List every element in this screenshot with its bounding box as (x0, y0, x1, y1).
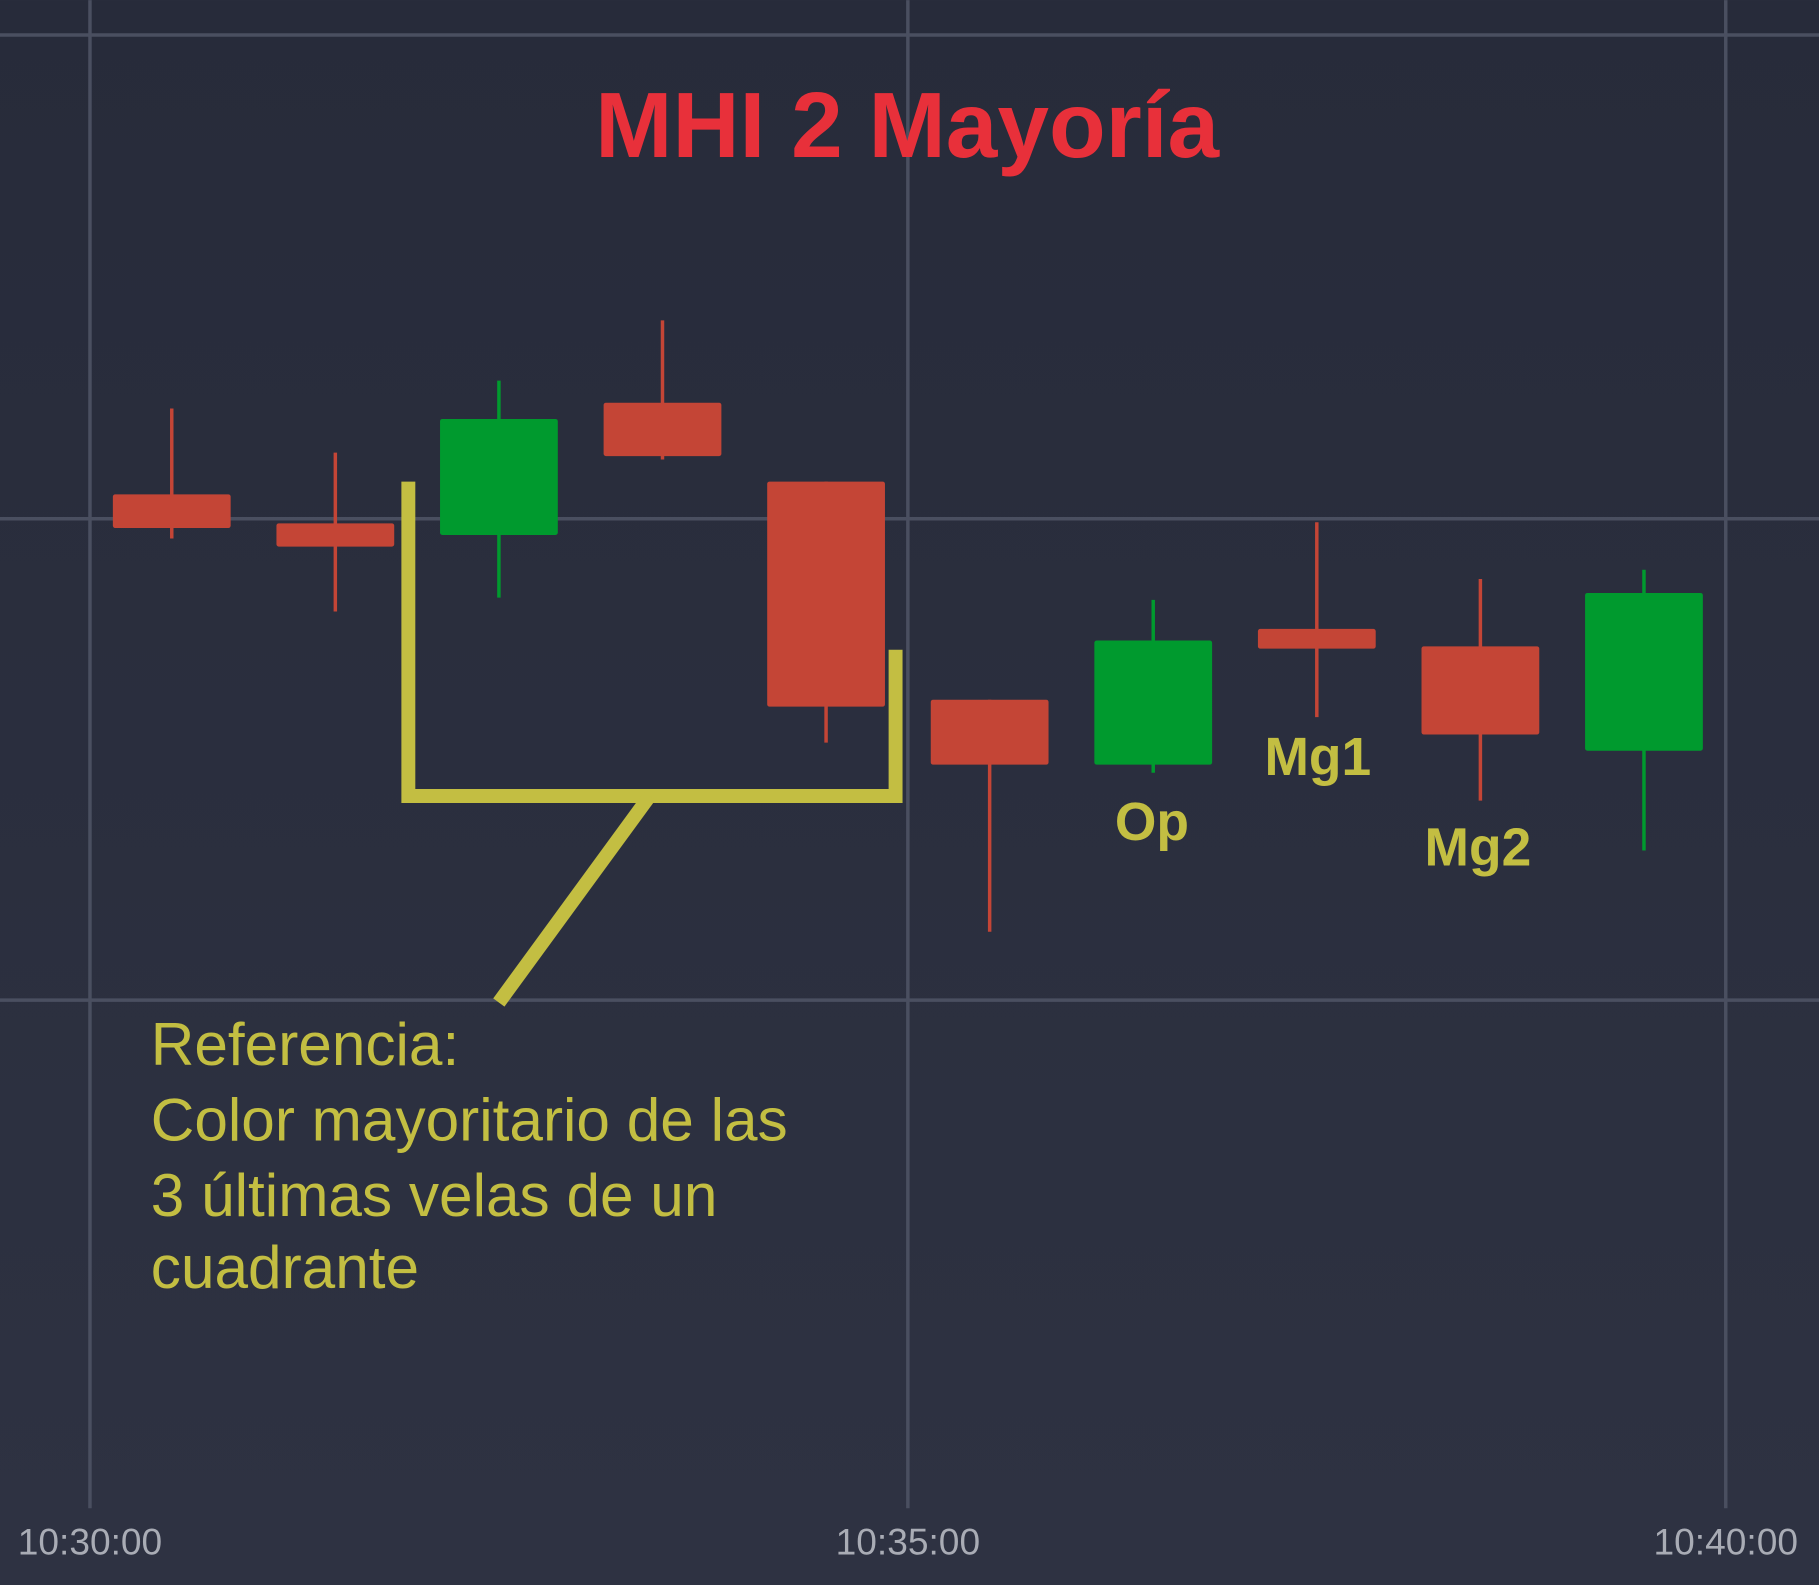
candle-body (603, 402, 722, 457)
candle-body (930, 699, 1049, 765)
reference-text: 3 últimas velas de un (151, 1161, 718, 1229)
candle-body (1421, 646, 1540, 735)
candle-body (1585, 592, 1703, 751)
reference-text: Referencia: (151, 1010, 459, 1078)
candle-body (112, 494, 231, 529)
bracket (401, 481, 903, 803)
x-tick-label: 10:35:00 (836, 1521, 980, 1563)
reference-bracket (401, 481, 903, 1007)
mg1-label: Mg1 (1264, 728, 1371, 787)
reference-text: cuadrante (151, 1233, 419, 1301)
candle-body (440, 418, 558, 535)
reference-text: Color mayoritario de las (151, 1086, 788, 1154)
candle-body (1094, 640, 1213, 765)
op-label: Op (1115, 793, 1189, 852)
x-tick-label: 10:30:00 (18, 1521, 162, 1563)
candle-body (767, 481, 885, 707)
candle-body (276, 523, 395, 547)
candle-body (1257, 628, 1376, 649)
mg2-label: Mg2 (1425, 819, 1532, 878)
pointer (493, 791, 656, 1007)
chart-title: MHI 2 Mayoría (595, 73, 1220, 177)
x-tick-label: 10:40:00 (1654, 1521, 1798, 1563)
